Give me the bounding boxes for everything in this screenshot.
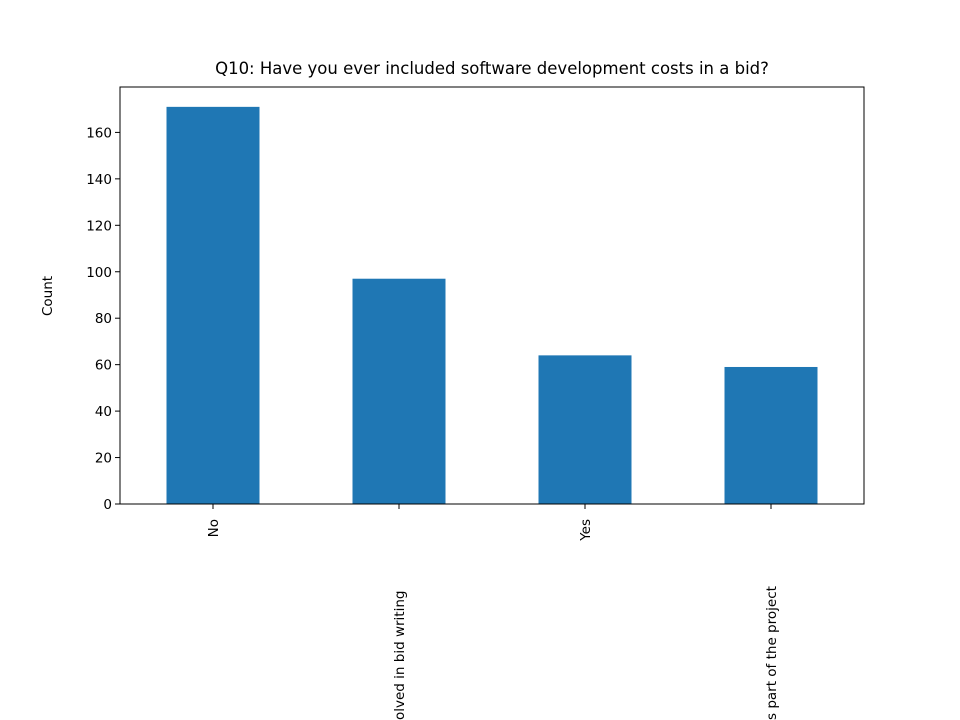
y-tick-label: 100 (86, 265, 112, 281)
plot-frame (119, 86, 865, 505)
y-axis-label: Count (40, 276, 56, 316)
x-tick-label: s part of the project (764, 586, 780, 720)
x-tick-label: No (206, 519, 222, 537)
bar (166, 106, 260, 504)
x-tick-label: olved in bid writing (392, 591, 408, 720)
chart-title: Q10: Have you ever included software dev… (215, 59, 769, 78)
bar (538, 355, 632, 504)
y-tick-label: 40 (95, 404, 112, 420)
y-tick-label: 120 (86, 218, 112, 234)
y-tick-label: 160 (86, 125, 112, 141)
y-tick-label: 60 (95, 358, 112, 374)
bar (724, 366, 818, 504)
y-tick-label: 140 (86, 172, 112, 188)
y-tick-label: 20 (95, 451, 112, 467)
x-tick-label: Yes (578, 519, 594, 542)
y-tick-label: 80 (95, 311, 112, 327)
bar (352, 278, 446, 504)
y-tick-label: 0 (103, 497, 112, 513)
